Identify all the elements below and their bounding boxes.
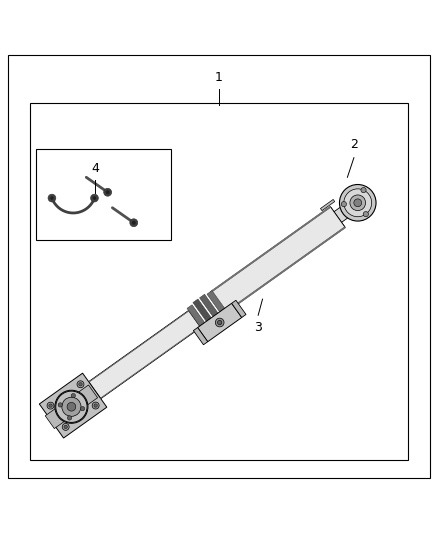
Bar <box>321 199 335 211</box>
Text: 3: 3 <box>254 321 262 334</box>
Polygon shape <box>193 328 208 345</box>
Circle shape <box>341 201 346 207</box>
Bar <box>30 103 408 460</box>
Circle shape <box>132 221 135 224</box>
Circle shape <box>81 407 85 411</box>
Polygon shape <box>45 406 67 429</box>
Circle shape <box>67 402 76 411</box>
Circle shape <box>339 184 376 221</box>
Circle shape <box>106 190 110 194</box>
Polygon shape <box>200 294 221 321</box>
Text: 4: 4 <box>91 162 99 175</box>
Polygon shape <box>187 305 207 329</box>
Circle shape <box>48 194 56 202</box>
Circle shape <box>56 391 87 423</box>
Circle shape <box>71 393 75 398</box>
Circle shape <box>62 423 69 430</box>
Circle shape <box>77 381 84 388</box>
Polygon shape <box>211 207 345 312</box>
Bar <box>36 149 171 240</box>
Polygon shape <box>39 373 107 438</box>
Circle shape <box>130 219 138 227</box>
Circle shape <box>60 396 82 418</box>
Circle shape <box>93 196 96 200</box>
Circle shape <box>92 402 99 409</box>
Circle shape <box>215 318 224 327</box>
Circle shape <box>94 404 97 407</box>
Circle shape <box>91 194 99 202</box>
Circle shape <box>361 188 366 193</box>
Polygon shape <box>198 303 242 342</box>
Circle shape <box>47 402 54 409</box>
Polygon shape <box>193 299 215 326</box>
Circle shape <box>50 196 54 200</box>
Circle shape <box>58 403 63 407</box>
Circle shape <box>64 425 67 429</box>
Circle shape <box>49 404 52 407</box>
Polygon shape <box>89 311 201 398</box>
Circle shape <box>66 401 77 412</box>
Circle shape <box>55 390 88 423</box>
Circle shape <box>354 199 362 207</box>
Circle shape <box>62 397 81 416</box>
Text: 2: 2 <box>350 138 358 151</box>
Polygon shape <box>232 300 246 318</box>
Circle shape <box>67 416 72 420</box>
Polygon shape <box>75 385 98 407</box>
Polygon shape <box>88 311 201 399</box>
Circle shape <box>350 195 366 211</box>
Circle shape <box>363 212 368 217</box>
Circle shape <box>79 383 82 386</box>
Text: 1: 1 <box>215 71 223 84</box>
Circle shape <box>344 189 372 217</box>
Polygon shape <box>334 204 353 222</box>
Circle shape <box>218 320 222 325</box>
Polygon shape <box>207 290 227 316</box>
Polygon shape <box>210 206 345 313</box>
Circle shape <box>104 188 112 196</box>
